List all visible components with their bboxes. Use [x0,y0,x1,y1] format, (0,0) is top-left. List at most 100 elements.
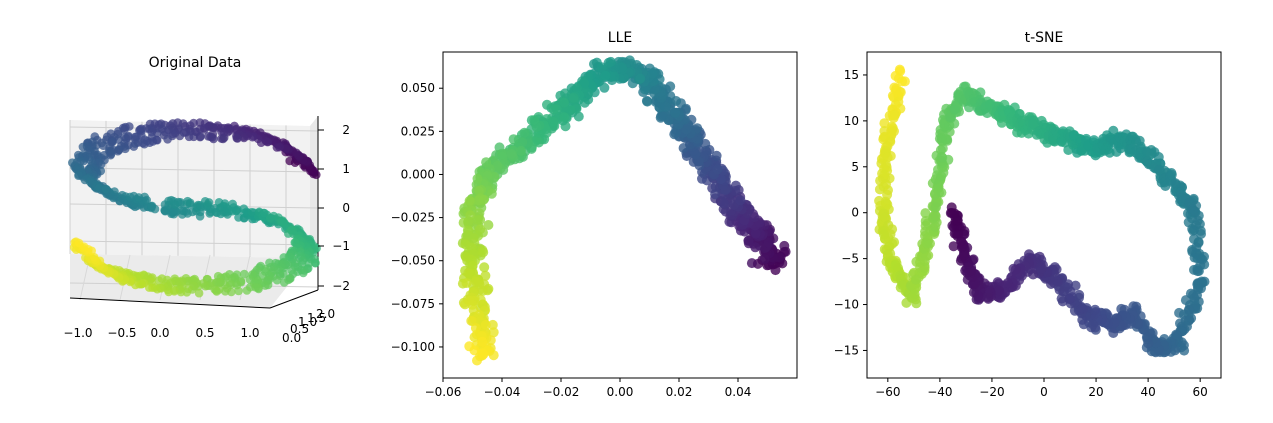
data-point [559,112,570,123]
data-point [654,102,665,113]
data-point [895,87,906,98]
data-point [140,192,149,202]
data-point [568,92,579,103]
original-data-3d-plot: Original Data −1.0 −0.5 0.0 0.5 1.0 0.00.51.0… [63,55,350,345]
y-tick-label: 2.0 [316,307,335,321]
data-point [874,184,885,195]
data-point [946,202,957,213]
y-tick-label: −0.050 [391,254,435,268]
data-point [1133,319,1144,330]
tsne-data-points [874,64,1210,358]
x-tick-label: −0.5 [107,326,136,340]
x-tick-label: 0 [1040,385,1048,399]
tsne-plot: t-SNE −60 −40 −20 0 20 40 60 15 10 5 0 −5 −10 −15 [834,30,1222,399]
data-point [194,288,204,298]
lle-ticks: −0.06 −0.04 −0.02 0.00 0.02 0.04 0.050 0.025 0.0… [391,81,752,399]
data-point [880,212,891,223]
data-point [311,258,320,268]
data-point [1180,295,1191,306]
x-tick-label: −20 [979,385,1004,399]
data-point [889,110,900,121]
data-point [466,315,477,326]
data-point [670,107,681,118]
data-point [487,319,498,330]
data-point [1196,229,1206,239]
data-point [948,241,959,252]
y-tick-label: −0.100 [391,340,435,354]
z-tick-label: −2 [332,279,350,293]
data-point [1069,131,1080,142]
data-point [1128,301,1139,312]
data-point [460,299,470,310]
data-point [616,62,627,73]
data-point [730,180,741,191]
data-point [600,70,611,81]
x-tick-label: 0.00 [607,385,634,399]
x-tick-label: 20 [1088,385,1103,399]
y-tick-label: 0.050 [401,81,435,95]
x-axis-line [69,297,271,309]
x-tick-label: −0.06 [425,385,462,399]
data-point [1192,266,1203,277]
data-point [481,157,492,168]
data-point [895,66,906,77]
data-point [1002,278,1013,288]
data-point [715,174,726,185]
data-point [477,348,488,359]
data-point [483,220,494,230]
data-point [240,269,249,279]
data-point [101,184,111,194]
data-point [242,286,252,295]
data-point [175,131,185,141]
data-point [1171,329,1182,340]
data-point [937,152,948,163]
side-pane [310,116,318,258]
data-point [935,145,946,155]
data-point [1134,135,1145,146]
data-point [471,276,481,287]
data-point [472,355,482,366]
data-point [232,133,242,143]
data-point [279,219,289,228]
y-tick-label: 1.5 [307,311,326,325]
data-point [763,237,774,248]
x-tick-label: 40 [1140,385,1155,399]
z-tick-label: −1 [332,239,350,253]
data-point [711,150,722,161]
data-point [478,247,489,258]
data-point [1077,314,1088,325]
data-point [467,260,478,271]
y-tick-label: −15 [834,343,859,357]
data-point [881,162,892,173]
chart-title-lle: LLE [608,30,632,46]
data-point [479,262,490,273]
data-point [479,279,490,290]
data-point [573,111,584,122]
x-tick-label: −60 [875,385,900,399]
data-point [635,73,646,84]
y-tick-label: −0.025 [391,211,435,225]
data-point [750,242,761,253]
data-point [488,327,499,338]
data-point [203,132,213,141]
x-tick-label: −0.02 [543,385,580,399]
data-point [779,240,790,251]
data-point [218,134,228,144]
data-point [968,287,979,298]
data-point [710,189,721,200]
y-tick-label: 0 [851,206,859,220]
data-point [642,96,653,107]
y-tick-label: 0.025 [401,124,435,138]
data-point [889,126,899,137]
data-point [74,171,83,180]
data-point [472,215,483,225]
data-point [718,198,729,209]
data-point [560,121,571,132]
data-point [911,274,921,285]
data-point [743,235,754,246]
data-point [147,201,157,211]
data-point [228,199,237,209]
data-point [477,336,488,347]
data-point [897,76,908,87]
